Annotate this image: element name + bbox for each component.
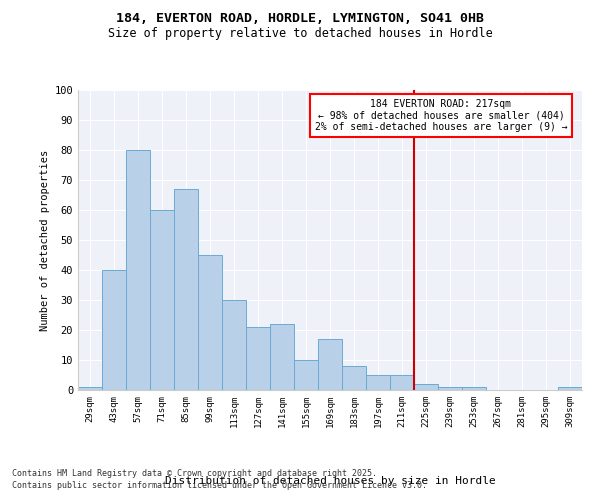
- Bar: [174, 189, 198, 390]
- Bar: [558, 387, 582, 390]
- Bar: [270, 324, 294, 390]
- Bar: [366, 375, 390, 390]
- Bar: [414, 384, 438, 390]
- Bar: [342, 366, 366, 390]
- Bar: [150, 210, 174, 390]
- Bar: [222, 300, 246, 390]
- X-axis label: Distribution of detached houses by size in Hordle: Distribution of detached houses by size …: [164, 476, 496, 486]
- Bar: [198, 255, 222, 390]
- Bar: [390, 375, 414, 390]
- Y-axis label: Number of detached properties: Number of detached properties: [40, 150, 50, 330]
- Bar: [462, 387, 486, 390]
- Bar: [78, 387, 102, 390]
- Bar: [246, 327, 270, 390]
- Bar: [438, 387, 462, 390]
- Text: Contains HM Land Registry data © Crown copyright and database right 2025.: Contains HM Land Registry data © Crown c…: [12, 468, 377, 477]
- Text: 184 EVERTON ROAD: 217sqm
← 98% of detached houses are smaller (404)
2% of semi-d: 184 EVERTON ROAD: 217sqm ← 98% of detach…: [314, 99, 567, 132]
- Bar: [102, 270, 126, 390]
- Text: Size of property relative to detached houses in Hordle: Size of property relative to detached ho…: [107, 28, 493, 40]
- Text: 184, EVERTON ROAD, HORDLE, LYMINGTON, SO41 0HB: 184, EVERTON ROAD, HORDLE, LYMINGTON, SO…: [116, 12, 484, 26]
- Bar: [318, 339, 342, 390]
- Text: Contains public sector information licensed under the Open Government Licence v3: Contains public sector information licen…: [12, 481, 427, 490]
- Bar: [126, 150, 150, 390]
- Bar: [294, 360, 318, 390]
